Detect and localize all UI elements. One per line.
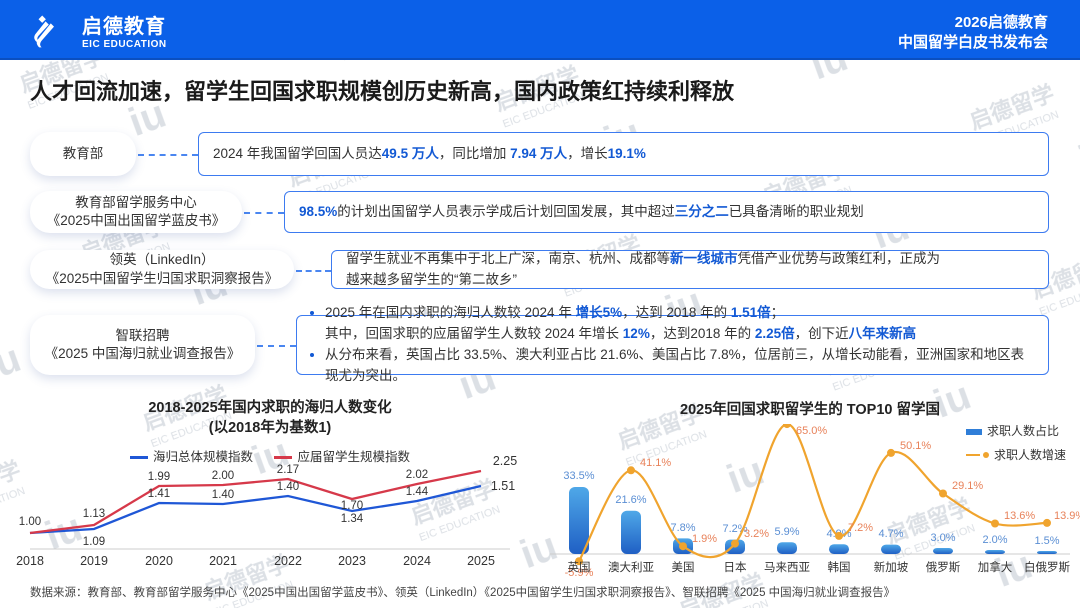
svg-text:马来西亚: 马来西亚 (764, 561, 810, 574)
svg-text:65.0%: 65.0% (796, 425, 827, 437)
svg-text:1.34: 1.34 (341, 513, 364, 525)
svg-text:4.7%: 4.7% (878, 528, 903, 540)
svg-text:澳大利亚: 澳大利亚 (608, 560, 654, 574)
svg-text:新加坡: 新加坡 (874, 560, 909, 574)
svg-text:50.1%: 50.1% (900, 440, 931, 452)
svg-text:加拿大: 加拿大 (978, 560, 1013, 574)
svg-text:2019: 2019 (80, 554, 108, 568)
svg-text:2.00: 2.00 (212, 470, 234, 482)
svg-text:1.00: 1.00 (19, 516, 41, 528)
svg-text:韩国: 韩国 (828, 560, 851, 574)
svg-text:1.9%: 1.9% (692, 533, 717, 545)
svg-text:1.09: 1.09 (83, 536, 105, 548)
svg-text:1.99: 1.99 (148, 471, 170, 483)
svg-text:1.41: 1.41 (148, 488, 170, 500)
svg-text:13.6%: 13.6% (1004, 510, 1035, 522)
svg-text:1.70: 1.70 (341, 500, 363, 512)
svg-text:33.5%: 33.5% (563, 470, 594, 482)
svg-text:2.0%: 2.0% (982, 534, 1007, 546)
svg-text:2020: 2020 (145, 554, 173, 568)
svg-text:1.40: 1.40 (277, 481, 299, 493)
svg-text:2.25: 2.25 (493, 456, 517, 468)
svg-text:英国: 英国 (568, 560, 591, 574)
svg-text:3.0%: 3.0% (930, 532, 955, 544)
svg-text:29.1%: 29.1% (952, 480, 983, 492)
svg-text:2021: 2021 (209, 554, 237, 568)
svg-text:41.1%: 41.1% (640, 457, 671, 469)
svg-text:1.40: 1.40 (212, 489, 234, 501)
svg-text:2024: 2024 (403, 554, 431, 568)
svg-text:2025: 2025 (467, 554, 495, 568)
svg-text:2.17: 2.17 (277, 464, 299, 476)
svg-text:3.2%: 3.2% (744, 528, 769, 540)
svg-text:俄罗斯: 俄罗斯 (926, 561, 961, 574)
svg-text:21.6%: 21.6% (615, 494, 646, 506)
svg-text:7.2%: 7.2% (848, 522, 873, 534)
svg-text:1.44: 1.44 (406, 486, 429, 498)
svg-text:1.13: 1.13 (83, 508, 105, 520)
svg-text:白俄罗斯: 白俄罗斯 (1024, 560, 1070, 574)
svg-text:美国: 美国 (672, 560, 695, 574)
svg-text:5.9%: 5.9% (774, 526, 799, 538)
svg-text:2023: 2023 (338, 554, 366, 568)
svg-text:2018: 2018 (16, 554, 44, 568)
svg-text:2.02: 2.02 (406, 469, 428, 481)
svg-text:13.9%: 13.9% (1054, 510, 1080, 522)
svg-text:2022: 2022 (274, 554, 302, 568)
svg-text:1.5%: 1.5% (1034, 535, 1059, 547)
svg-text:1.51: 1.51 (491, 479, 515, 493)
svg-text:日本: 日本 (724, 560, 747, 574)
